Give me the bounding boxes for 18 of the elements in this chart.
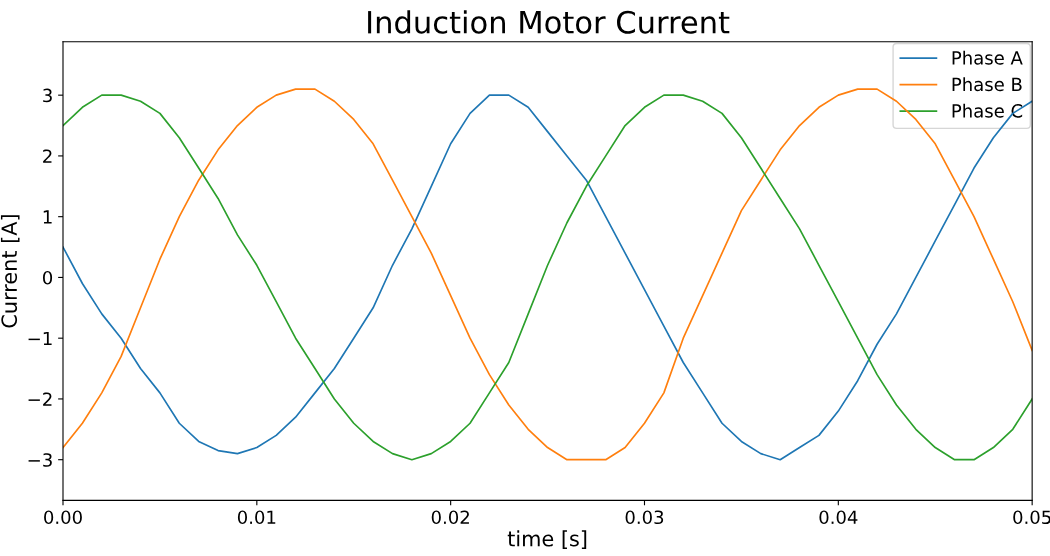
y-tick-label: 2 bbox=[43, 149, 52, 163]
legend-label: Phase A bbox=[952, 50, 1023, 65]
x-tick-label: 0.04 bbox=[819, 510, 858, 525]
y-tick-label: 3 bbox=[43, 88, 52, 103]
x-tick-label: 0.02 bbox=[431, 510, 469, 525]
chart-title: Induction Motor Current bbox=[368, 10, 730, 34]
y-axis-title: Current [A] bbox=[0, 215, 20, 328]
x-tick-label: 0.01 bbox=[237, 510, 276, 525]
y-tick-label: −1 bbox=[28, 331, 52, 346]
x-tick-label: 0.00 bbox=[44, 510, 82, 525]
x-axis-title: time [s] bbox=[507, 530, 587, 549]
y-tick-label: 0 bbox=[42, 270, 53, 285]
y-tick-label: −2 bbox=[28, 392, 52, 406]
legend-label: Phase B bbox=[952, 77, 1022, 92]
y-tick-label: −3 bbox=[28, 453, 52, 467]
x-tick-label: 0.05 bbox=[1013, 510, 1050, 525]
y-tick-label: 1 bbox=[43, 210, 52, 224]
x-tick-label: 0.03 bbox=[625, 510, 664, 525]
